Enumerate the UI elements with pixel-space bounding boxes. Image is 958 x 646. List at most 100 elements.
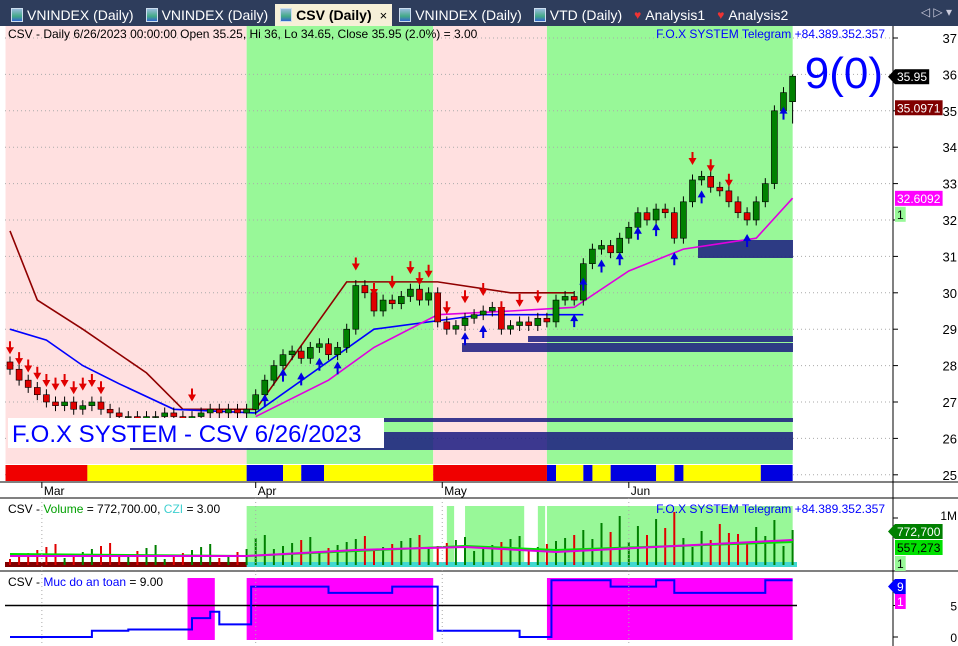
buy-arrow-icon — [597, 259, 606, 273]
badge-text: 1 — [897, 595, 904, 609]
candle — [61, 401, 68, 406]
candle — [761, 183, 769, 203]
candle — [79, 405, 87, 410]
y-tick-label: 32 — [943, 213, 957, 228]
candle — [216, 408, 223, 414]
candle — [15, 368, 23, 381]
candle — [625, 226, 633, 239]
candle — [33, 387, 41, 396]
candle — [634, 212, 642, 228]
volume-zone — [546, 506, 793, 564]
chart-icon — [280, 8, 293, 22]
candle — [388, 299, 396, 305]
tab-label: VTD (Daily) — [549, 7, 623, 23]
sell-arrow-icon — [351, 257, 360, 271]
candle — [125, 416, 132, 418]
sell-arrow-icon — [370, 283, 378, 296]
candle — [643, 212, 651, 221]
candle — [607, 245, 614, 254]
candle — [743, 212, 751, 221]
y-tick-label: 33 — [943, 177, 957, 192]
candle — [106, 408, 114, 414]
volume-badge — [895, 524, 943, 539]
sell-arrow-icon — [688, 151, 697, 165]
signal-bar-segment — [87, 465, 247, 481]
candle — [507, 325, 514, 330]
candle — [261, 379, 269, 396]
y-tick-label: 29 — [943, 322, 957, 337]
tab-4[interactable]: VTD (Daily) — [529, 4, 627, 26]
tab-label: VNINDEX (Daily) — [161, 7, 269, 23]
buy-arrow-icon — [743, 234, 752, 247]
candle — [88, 401, 96, 406]
analysis-icon: ♥ — [717, 8, 725, 22]
tab-0[interactable]: VNINDEX (Daily) — [6, 4, 139, 26]
sell-arrow-icon — [415, 272, 424, 286]
candle — [416, 288, 423, 301]
volume-telegram-label: F.O.X SYSTEM Telegram +84.389.352.357 — [656, 502, 885, 516]
buy-arrow-icon — [279, 368, 287, 382]
chart-icon — [399, 8, 412, 22]
candle — [43, 394, 50, 403]
tab-1[interactable]: VNINDEX (Daily) — [141, 4, 274, 26]
tab-6[interactable]: ♥ Analysis2 — [712, 4, 793, 26]
tab-label: Analysis1 — [645, 7, 706, 23]
candle — [680, 201, 687, 239]
candle — [115, 412, 123, 417]
candle — [270, 365, 278, 381]
candle — [343, 328, 351, 348]
buy-arrow-icon — [579, 277, 588, 291]
signal-bar-segment — [546, 465, 557, 481]
candle — [470, 314, 478, 319]
candle — [161, 412, 168, 417]
candle — [479, 310, 487, 315]
candle — [234, 408, 241, 414]
chart-area[interactable]: 37 36 35 34 33 32 31 30 29 28 27 26 25 Mar Apr May Jun 35… — [0, 26, 958, 646]
tab-label: VNINDEX (Daily) — [27, 7, 134, 23]
candle — [206, 408, 214, 414]
badge-text: 1 — [897, 208, 904, 222]
sell-arrow-icon — [188, 388, 196, 402]
sell-arrow-icon — [42, 374, 51, 387]
badge-text: 557,273 — [897, 541, 941, 555]
safety-badge — [895, 594, 906, 609]
sell-arrow-icon — [87, 374, 96, 387]
close-tab-icon[interactable]: × — [379, 7, 388, 23]
safety-tick-label: 0 — [950, 631, 957, 645]
signal-bar-segment — [324, 465, 434, 481]
candle — [306, 347, 314, 359]
candle — [407, 288, 414, 297]
candle — [397, 296, 405, 305]
tab-2[interactable]: CSV (Daily) × — [275, 4, 393, 26]
signal-bar-segment — [683, 465, 761, 481]
buy-arrow-icon — [297, 372, 306, 386]
tab-scroll-arrows[interactable]: ◁ ▷ ▾ — [920, 5, 952, 19]
candle — [288, 350, 296, 355]
signal-bar-segment — [246, 465, 284, 481]
candle — [689, 179, 696, 203]
sell-arrow-icon — [724, 173, 733, 187]
czi-band — [246, 562, 797, 567]
sell-arrow-icon — [533, 290, 542, 304]
candle — [452, 325, 460, 330]
candle — [6, 361, 14, 370]
candle — [316, 343, 323, 348]
y-tick-label: 35 — [943, 104, 957, 119]
x-tick-label: Apr — [258, 484, 277, 498]
candle — [297, 350, 305, 359]
sell-arrow-icon — [406, 261, 415, 275]
signal-bar-segment — [556, 465, 584, 481]
candle — [334, 347, 341, 355]
telegram-label: F.O.X SYSTEM Telegram +84.389.352.357 — [656, 27, 885, 41]
candle — [252, 394, 259, 410]
sell-arrow-icon — [60, 374, 69, 387]
tab-5[interactable]: ♥ Analysis1 — [629, 4, 710, 26]
sell-arrow-icon — [78, 377, 87, 391]
volume-zone — [446, 506, 455, 564]
candle — [534, 317, 542, 326]
safety-title: CSV - Muc do an toan = 9.00 — [8, 575, 163, 589]
volume-badge — [895, 540, 943, 555]
candle — [525, 321, 533, 326]
safety-zone — [546, 578, 793, 640]
tab-3[interactable]: VNINDEX (Daily) — [394, 4, 527, 26]
